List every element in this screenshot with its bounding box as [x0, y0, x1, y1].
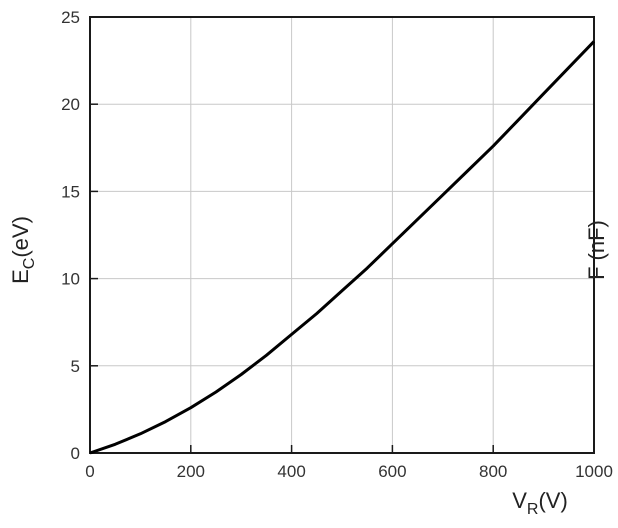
x-axis-label: VR(V) [512, 488, 568, 518]
right-axis-label: F(nF) [584, 220, 609, 280]
series-line [89, 40, 596, 455]
y-tick-label: 25 [61, 8, 80, 27]
y-axis-ticks: 0 5 10 15 20 25 [61, 8, 98, 463]
y-tick-label: 10 [61, 270, 80, 289]
y-tick-label: 20 [61, 95, 80, 114]
y-tick-label: 5 [71, 357, 80, 376]
x-tick-label: 600 [378, 462, 406, 481]
x-tick-label: 0 [85, 462, 94, 481]
x-tick-label: 200 [177, 462, 205, 481]
x-tick-label: 800 [479, 462, 507, 481]
y-tick-label: 15 [61, 182, 80, 201]
x-tick-label: 1000 [575, 462, 613, 481]
y-tick-label: 0 [71, 444, 80, 463]
series-layer [89, 40, 596, 455]
x-tick-label: 400 [277, 462, 305, 481]
y-axis-label: EC(eV) [8, 216, 38, 284]
plot-frame [89, 16, 595, 454]
grid [90, 16, 594, 454]
x-axis-ticks: 0 200 400 600 800 1000 [85, 445, 613, 481]
